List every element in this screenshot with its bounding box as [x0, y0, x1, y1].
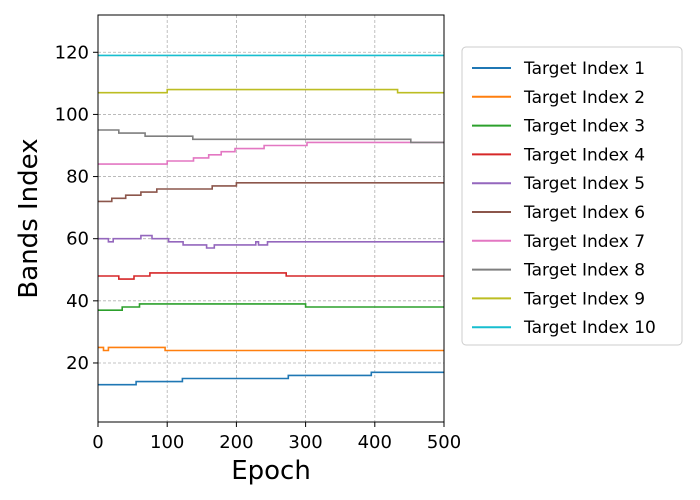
x-tick-label: 400	[358, 432, 392, 453]
legend-entry: Target Index 7	[523, 232, 645, 252]
series-line-3	[98, 303, 444, 312]
y-tick-label: 60	[66, 229, 89, 250]
series-line-2	[98, 346, 444, 352]
y-tick-label: 40	[66, 291, 89, 312]
x-tick-label: 200	[219, 432, 253, 453]
series-line-7	[98, 141, 444, 165]
y-tick-label: 100	[55, 104, 89, 125]
series-line-1	[98, 371, 444, 386]
series-line-5	[98, 234, 444, 249]
y-tick-label: 120	[55, 42, 89, 63]
y-axis-label: Bands Index	[14, 138, 44, 298]
legend-entry: Target Index 9	[523, 289, 645, 309]
series-line-9	[98, 88, 444, 94]
x-axis-label: Epoch	[231, 456, 311, 486]
y-tick-label: 80	[66, 167, 89, 188]
legend: Target Index 1 Target Index 2 Target Index…	[461, 46, 683, 346]
legend-box	[461, 46, 683, 346]
series-line-8	[98, 129, 444, 144]
x-tick-label: 500	[427, 432, 461, 453]
y-axis-ticks: 20 40 60 80 100 120	[55, 42, 98, 374]
legend-entry: Target Index 5	[523, 174, 645, 194]
series-line-6	[98, 182, 444, 203]
legend-entry: Target Index 3	[523, 117, 645, 137]
x-axis-ticks: 0 100 200 300 400 500	[92, 422, 461, 453]
grid-lines	[97, 15, 445, 422]
series-line-4	[98, 272, 444, 280]
legend-entry: Target Index 10	[523, 318, 656, 338]
x-tick-label: 100	[150, 432, 184, 453]
series-lines	[98, 54, 444, 386]
legend-entry: Target Index 2	[523, 88, 645, 108]
legend-entry: Target Index 1	[523, 59, 645, 79]
legend-entry: Target Index 8	[523, 261, 645, 281]
plot-frame	[97, 14, 445, 423]
legend-entry: Target Index 4	[523, 145, 645, 165]
legend-entry: Target Index 6	[523, 203, 645, 223]
y-tick-label: 20	[66, 353, 89, 374]
x-tick-label: 0	[92, 432, 103, 453]
x-tick-label: 300	[288, 432, 322, 453]
